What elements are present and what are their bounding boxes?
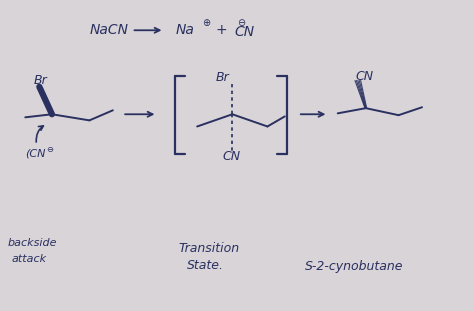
Text: CN: CN [235,25,255,39]
Text: CN: CN [355,70,373,83]
Text: ⊕: ⊕ [202,18,210,28]
Text: attack: attack [11,254,46,264]
Text: Na: Na [176,23,195,37]
Text: State.: State. [187,259,224,272]
Text: backside: backside [8,238,57,248]
Text: NaCN: NaCN [90,23,128,37]
Text: CN: CN [222,150,240,163]
Text: Transition: Transition [178,242,239,255]
Text: +: + [216,23,228,37]
Text: S-2-cynobutane: S-2-cynobutane [305,261,403,273]
Text: Br: Br [33,74,47,87]
Text: Br: Br [216,71,230,84]
Text: ⊖: ⊖ [237,18,245,28]
Text: (CN: (CN [25,149,46,159]
FancyArrowPatch shape [36,126,43,142]
Text: ⊖: ⊖ [46,145,54,154]
